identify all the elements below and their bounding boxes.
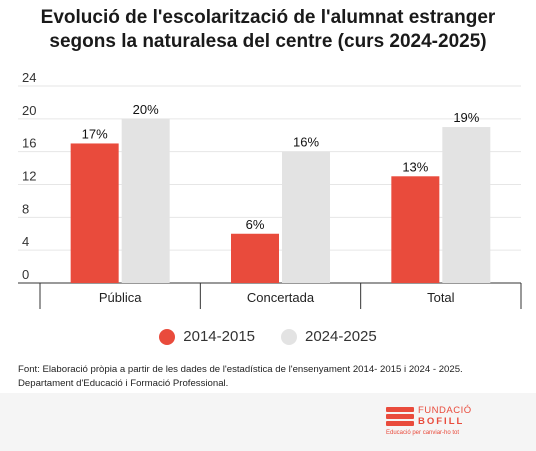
- bar-2014-2015-Concertada: [231, 233, 279, 283]
- legend-swatch-series-2: [281, 328, 297, 345]
- chart-legend: 2014-2015 2024-2025: [0, 328, 536, 345]
- legend-label-series-2: 2024-2025: [305, 328, 377, 345]
- y-tick-label: 8: [22, 201, 29, 216]
- legend-label-series-1: 2014-2015: [183, 328, 255, 345]
- data-label: 16%: [293, 135, 319, 150]
- legend-item-series-1: 2014-2015: [159, 328, 255, 345]
- y-tick-label: 20: [22, 103, 36, 118]
- bar-2024-2025-Total: [442, 127, 491, 284]
- data-label: 6%: [246, 217, 265, 232]
- chart-title-line-2: segons la naturalesa del centre (curs 20…: [49, 31, 487, 52]
- source-line-2: Departament d'Educació i Formació Profes…: [18, 378, 229, 389]
- bar-2014-2015-Total: [391, 176, 440, 283]
- legend-swatch-series-1: [159, 328, 176, 345]
- y-tick-label: 0: [22, 267, 29, 282]
- legend-item-series-2: 2024-2025: [281, 328, 377, 345]
- fundacio-bofill-logo: FUNDACIÓ BOFILL Educació per canviar-ho …: [386, 405, 496, 439]
- chart-title-line-1: Evolució de l'escolarització de l'alumna…: [40, 7, 496, 28]
- x-category-label: Concertada: [247, 290, 315, 305]
- y-tick-label: 12: [22, 169, 36, 184]
- y-tick-label: 24: [22, 70, 36, 85]
- data-label: 19%: [453, 110, 479, 125]
- footer-band: FUNDACIÓ BOFILL Educació per canviar-ho …: [0, 393, 536, 451]
- x-category-label: Total: [427, 290, 455, 305]
- y-tick-label: 4: [22, 234, 29, 249]
- source-note: Font: Elaboració pròpia a partir de les …: [18, 363, 518, 391]
- bar-chart: 0 4 8 12 16 20 24 Pública 17% 20% Concertada 6% 16% T…: [18, 70, 522, 309]
- logo-mark-icon: [386, 407, 414, 429]
- logo-text-line-2: BOFILL: [418, 416, 465, 427]
- chart-title: Evolució de l'escolarització de l'alumna…: [0, 6, 536, 54]
- bar-2014-2015-Pública: [70, 143, 119, 283]
- bar-2024-2025-Pública: [121, 118, 170, 283]
- x-category-label: Pública: [99, 290, 142, 305]
- data-label: 17%: [82, 126, 108, 141]
- bar-2024-2025-Concertada: [282, 151, 330, 283]
- logo-tagline: Educació per canviar-ho tot: [386, 430, 460, 436]
- data-label: 13%: [402, 159, 428, 174]
- data-label: 20%: [133, 102, 159, 117]
- y-tick-label: 16: [22, 136, 36, 151]
- logo-text-line-1: FUNDACIÓ: [418, 405, 472, 416]
- source-line-1: Font: Elaboració pròpia a partir de les …: [18, 364, 463, 375]
